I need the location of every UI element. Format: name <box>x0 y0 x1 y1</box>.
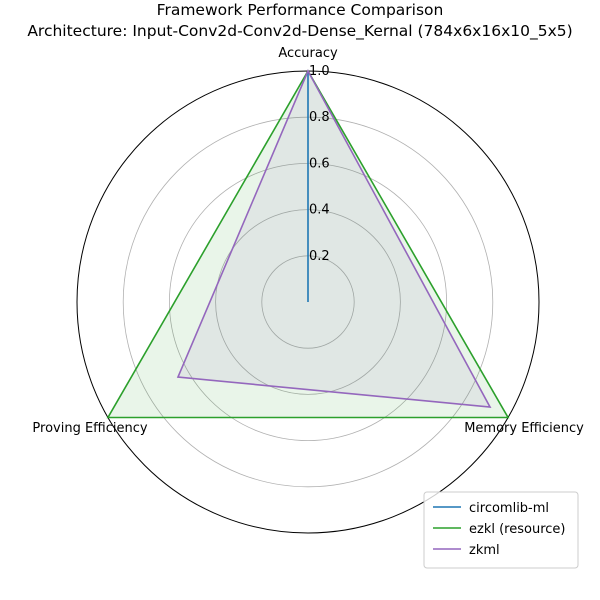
radial-tick-label: 0.8 <box>309 110 330 125</box>
radial-tick-label: 0.4 <box>309 203 330 218</box>
series-fill-zkml <box>177 71 491 408</box>
series-line-zkml <box>176 69 492 409</box>
series-line-ezkl-resource <box>106 69 510 419</box>
legend-label-zkml: zkml <box>469 543 500 558</box>
radial-tick-label: 0.6 <box>309 156 330 171</box>
radial-tick-label: 1.0 <box>309 64 330 79</box>
axis-label-accuracy: Accuracy <box>278 46 338 61</box>
radial-tick-label: 0.2 <box>309 249 330 264</box>
legend-label-circomlib-ml: circomlib-ml <box>469 501 549 516</box>
series-line-layer <box>106 69 510 419</box>
legend-label-ezkl-resource: ezkl (resource) <box>469 522 565 537</box>
axis-label-proving-efficiency: Proving Efficiency <box>32 421 147 436</box>
radial-tick-layer: 0.2 0.4 0.6 0.8 1.0 <box>309 64 330 264</box>
legend: circomlib-ml ezkl (resource) zkml <box>423 491 579 569</box>
chart-subtitle: Architecture: Input-Conv2d-Conv2d-Dense_… <box>27 22 572 41</box>
legend-frame <box>423 491 579 569</box>
chart-title: Framework Performance Comparison <box>157 1 444 19</box>
axis-label-memory-efficiency: Memory Efficiency <box>464 421 584 436</box>
